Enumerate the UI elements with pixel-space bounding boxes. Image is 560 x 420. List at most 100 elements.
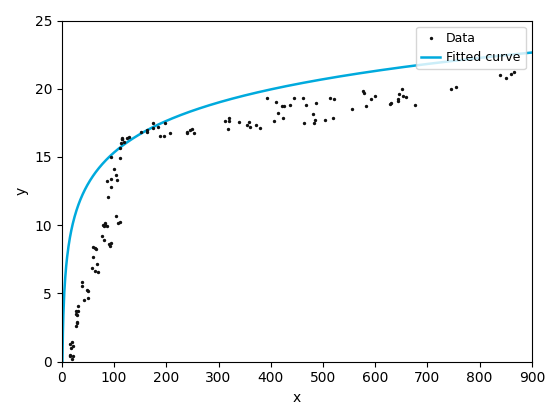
Data xyxy=(91,245,100,252)
Data xyxy=(302,101,311,108)
Data xyxy=(142,128,151,135)
Data xyxy=(66,341,75,348)
Data xyxy=(183,130,192,136)
Data xyxy=(245,118,254,125)
Data xyxy=(148,125,157,131)
Data xyxy=(399,93,408,100)
Data xyxy=(107,153,116,160)
Data xyxy=(102,223,111,229)
Fitted curve xyxy=(381,67,388,72)
Data xyxy=(79,296,88,303)
Data xyxy=(397,86,406,93)
Data xyxy=(394,91,403,98)
Data xyxy=(67,345,76,352)
Data xyxy=(112,212,121,219)
Data xyxy=(116,144,125,151)
Data xyxy=(410,102,419,109)
Data xyxy=(269,117,278,124)
Y-axis label: y: y xyxy=(15,187,29,195)
Data xyxy=(118,135,127,142)
Fitted curve xyxy=(433,60,440,66)
Data xyxy=(82,287,91,294)
Data xyxy=(279,115,288,122)
Data xyxy=(182,129,191,136)
Data xyxy=(101,221,110,228)
Data xyxy=(67,339,76,345)
Data xyxy=(329,115,338,122)
Data xyxy=(496,72,505,79)
Data xyxy=(220,118,229,124)
Data xyxy=(246,124,255,131)
Data xyxy=(118,136,127,142)
Data xyxy=(309,119,318,126)
Data xyxy=(88,244,97,251)
Data xyxy=(74,308,83,315)
Data xyxy=(105,240,114,247)
Data xyxy=(88,253,97,260)
Data xyxy=(116,219,125,226)
Data xyxy=(83,288,92,295)
Data xyxy=(106,176,115,182)
Data xyxy=(113,177,122,184)
Data xyxy=(359,89,368,96)
Data xyxy=(387,100,396,107)
Data xyxy=(224,126,233,132)
Fitted curve xyxy=(529,50,535,55)
Data xyxy=(66,352,74,359)
Data xyxy=(97,233,106,239)
Data xyxy=(187,126,196,133)
Data xyxy=(329,95,338,102)
Data xyxy=(87,264,96,271)
Data xyxy=(311,100,320,106)
Data xyxy=(117,136,126,142)
Data xyxy=(165,129,174,136)
Data xyxy=(104,194,113,201)
Data xyxy=(113,220,122,226)
Data xyxy=(68,352,77,359)
Data xyxy=(116,139,125,146)
Data xyxy=(107,239,116,246)
Data xyxy=(298,95,307,102)
Data xyxy=(402,94,410,101)
Data xyxy=(100,237,109,244)
Fitted curve xyxy=(107,153,114,158)
Data xyxy=(72,312,81,318)
Data xyxy=(367,96,376,102)
Data xyxy=(73,319,82,326)
Fitted curve xyxy=(59,359,66,364)
Data xyxy=(185,126,194,133)
Data xyxy=(235,119,244,126)
Data xyxy=(154,123,163,130)
Data xyxy=(92,261,101,268)
Data xyxy=(311,117,320,123)
Data xyxy=(160,120,169,127)
Data xyxy=(451,84,460,91)
Data xyxy=(271,98,280,105)
Data xyxy=(66,352,75,359)
Data xyxy=(105,242,114,249)
Data xyxy=(72,320,81,326)
Data xyxy=(224,118,233,124)
Data xyxy=(325,95,334,102)
Fitted curve xyxy=(249,91,255,96)
Data xyxy=(72,310,81,317)
Data xyxy=(69,343,78,350)
Data xyxy=(278,102,287,109)
Data xyxy=(190,129,199,136)
Data xyxy=(274,110,283,117)
Data xyxy=(394,96,403,102)
Data xyxy=(109,165,118,172)
Data xyxy=(107,184,116,191)
Data xyxy=(149,120,158,126)
Data xyxy=(300,119,309,126)
Data xyxy=(100,220,109,227)
Data xyxy=(78,278,87,285)
Data xyxy=(242,122,251,129)
Data xyxy=(255,125,264,132)
X-axis label: x: x xyxy=(293,391,301,405)
Data xyxy=(94,268,102,275)
Data xyxy=(143,126,152,133)
Data xyxy=(119,138,128,145)
Data xyxy=(71,323,80,330)
Data xyxy=(290,95,298,102)
